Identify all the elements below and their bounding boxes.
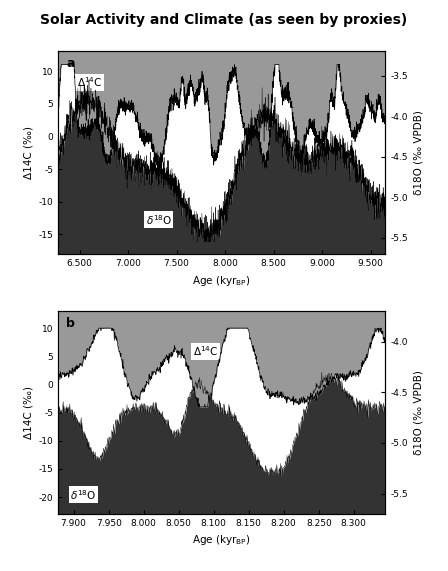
Text: a: a (66, 58, 75, 70)
Text: b: b (66, 317, 75, 330)
Y-axis label: δ18O (‰ VPDB): δ18O (‰ VPDB) (414, 370, 423, 455)
X-axis label: Age (kyr$_{\mathrm{BP}}$): Age (kyr$_{\mathrm{BP}}$) (192, 274, 251, 288)
Y-axis label: Δ14C (‰): Δ14C (‰) (23, 386, 33, 439)
Y-axis label: Δ14C (‰): Δ14C (‰) (23, 126, 33, 179)
Y-axis label: δ18O (‰ VPDB): δ18O (‰ VPDB) (414, 110, 423, 195)
Text: $\delta^{18}$O: $\delta^{18}$O (146, 213, 172, 227)
Text: $\delta^{18}$O: $\delta^{18}$O (70, 488, 96, 502)
Text: $\Delta^{14}$C: $\Delta^{14}$C (77, 75, 102, 89)
X-axis label: Age (kyr$_{\mathrm{BP}}$): Age (kyr$_{\mathrm{BP}}$) (192, 533, 251, 548)
Text: Solar Activity and Climate (as seen by proxies): Solar Activity and Climate (as seen by p… (40, 13, 408, 27)
Text: $\Delta^{14}$C: $\Delta^{14}$C (193, 344, 218, 358)
